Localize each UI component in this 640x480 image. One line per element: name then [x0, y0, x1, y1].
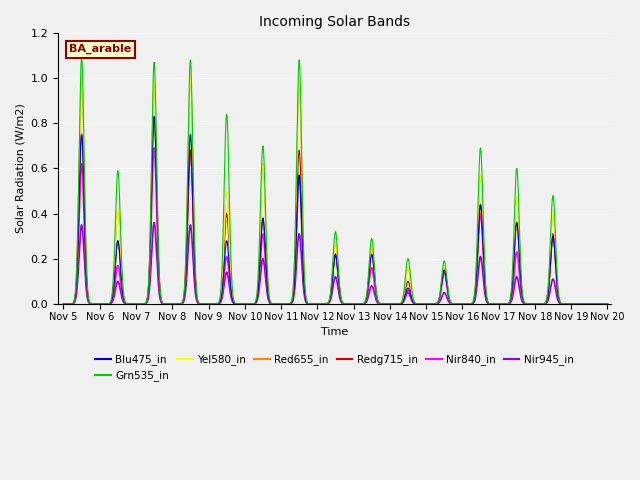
Red655_in	[88, 301, 96, 307]
Nir840_in	[88, 301, 96, 307]
Text: BA_arable: BA_arable	[69, 44, 131, 54]
Blu475_in	[504, 301, 512, 307]
Nir840_in	[60, 301, 67, 307]
Grn535_in	[483, 296, 491, 301]
Red655_in	[77, 73, 85, 79]
Line: Redg715_in: Redg715_in	[63, 117, 607, 304]
Nir840_in	[150, 145, 158, 151]
Blu475_in	[88, 301, 96, 307]
Grn535_in	[604, 301, 611, 307]
Nir840_in	[604, 301, 611, 307]
Nir945_in	[60, 301, 67, 307]
Redg715_in	[407, 288, 415, 294]
Legend: Blu475_in, Grn535_in, Yel580_in, Red655_in, Redg715_in, Nir840_in, Nir945_in: Blu475_in, Grn535_in, Yel580_in, Red655_…	[92, 350, 578, 385]
Grn535_in	[407, 276, 415, 282]
Blu475_in	[60, 301, 67, 307]
Red655_in	[504, 301, 512, 307]
Yel580_in	[77, 73, 85, 79]
Nir840_in	[483, 298, 491, 304]
Blu475_in	[150, 114, 158, 120]
Yel580_in	[483, 297, 491, 302]
Yel580_in	[497, 301, 504, 307]
Redg715_in	[60, 301, 67, 307]
Line: Red655_in: Red655_in	[63, 76, 607, 304]
Redg715_in	[483, 298, 491, 303]
Redg715_in	[497, 301, 504, 307]
Yel580_in	[504, 301, 512, 307]
Line: Blu475_in: Blu475_in	[63, 117, 607, 304]
Title: Incoming Solar Bands: Incoming Solar Bands	[259, 15, 410, 29]
Yel580_in	[407, 281, 415, 287]
Blu475_in	[468, 300, 476, 306]
Nir840_in	[504, 301, 512, 307]
Nir945_in	[407, 295, 415, 300]
Grn535_in	[497, 301, 504, 307]
Red655_in	[497, 301, 504, 307]
Grn535_in	[504, 300, 512, 306]
Blu475_in	[483, 298, 491, 303]
Grn535_in	[88, 301, 96, 307]
Yel580_in	[60, 301, 67, 307]
Redg715_in	[88, 301, 96, 307]
Yel580_in	[604, 301, 611, 307]
Redg715_in	[604, 301, 611, 307]
Yel580_in	[88, 301, 96, 307]
Redg715_in	[504, 301, 512, 307]
Red655_in	[604, 301, 611, 307]
Yel580_in	[468, 300, 476, 306]
Blu475_in	[407, 292, 415, 298]
Nir945_in	[88, 301, 96, 307]
Line: Grn535_in: Grn535_in	[63, 58, 607, 304]
Y-axis label: Solar Radiation (W/m2): Solar Radiation (W/m2)	[15, 104, 25, 233]
Blu475_in	[497, 301, 504, 307]
Grn535_in	[468, 300, 476, 306]
Red655_in	[483, 297, 491, 302]
Grn535_in	[77, 55, 85, 60]
Nir945_in	[483, 300, 491, 305]
Nir840_in	[468, 300, 476, 306]
Line: Yel580_in: Yel580_in	[63, 76, 607, 304]
Redg715_in	[150, 114, 158, 120]
Line: Nir840_in: Nir840_in	[63, 148, 607, 304]
Nir945_in	[504, 301, 512, 307]
Red655_in	[60, 301, 67, 307]
Nir840_in	[407, 294, 415, 300]
Nir945_in	[468, 301, 476, 307]
Redg715_in	[468, 300, 476, 306]
Red655_in	[468, 300, 476, 306]
Grn535_in	[60, 301, 67, 307]
Nir945_in	[604, 301, 611, 307]
Red655_in	[407, 281, 415, 287]
Nir840_in	[497, 301, 504, 307]
Line: Nir945_in: Nir945_in	[63, 223, 607, 304]
X-axis label: Time: Time	[321, 327, 348, 337]
Blu475_in	[604, 301, 611, 307]
Nir945_in	[497, 301, 504, 307]
Nir945_in	[150, 220, 158, 226]
